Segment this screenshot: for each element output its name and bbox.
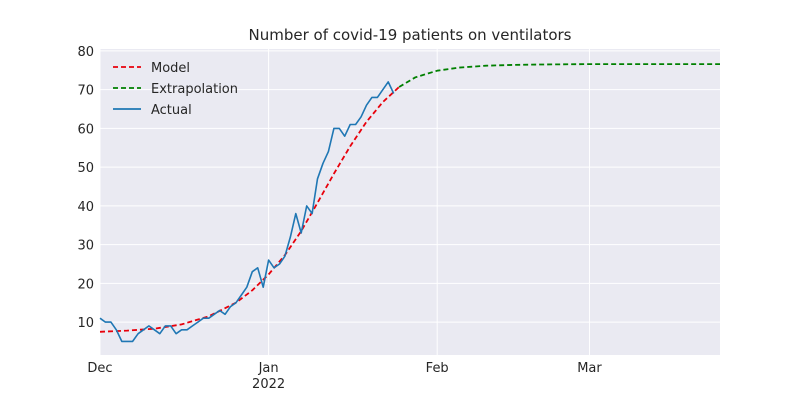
- legend-label: Actual: [151, 103, 192, 118]
- series-line-extrapolation: [398, 63, 720, 88]
- legend-label: Model: [151, 61, 190, 76]
- chart-title: Number of covid-19 patients on ventilato…: [249, 26, 572, 44]
- legend-label: Extrapolation: [151, 82, 238, 97]
- y-tick-label: 10: [77, 316, 94, 331]
- x-tick-label: Mar: [577, 361, 602, 376]
- y-tick-label: 30: [77, 239, 94, 254]
- y-tick-label: 20: [77, 277, 94, 292]
- x-tick-label: Dec: [87, 361, 112, 376]
- legend: Model Extrapolation Actual: [113, 61, 238, 118]
- y-tick-label: 50: [77, 161, 94, 176]
- series-lines: [99, 63, 720, 343]
- x-tick-sublabel: 2022: [252, 377, 285, 392]
- x-tick-label: Jan: [258, 361, 279, 376]
- y-tick-labels: 10 20 30 40 50 60 70 80: [77, 45, 94, 331]
- grid-lines: [99, 49, 720, 355]
- y-tick-label: 60: [77, 122, 94, 137]
- y-tick-label: 70: [77, 84, 94, 99]
- plot-area: [100, 49, 720, 355]
- y-tick-label: 40: [77, 200, 94, 215]
- y-tick-label: 80: [77, 45, 94, 60]
- x-tick-label: Feb: [426, 361, 449, 376]
- series-line-actual: [99, 81, 395, 343]
